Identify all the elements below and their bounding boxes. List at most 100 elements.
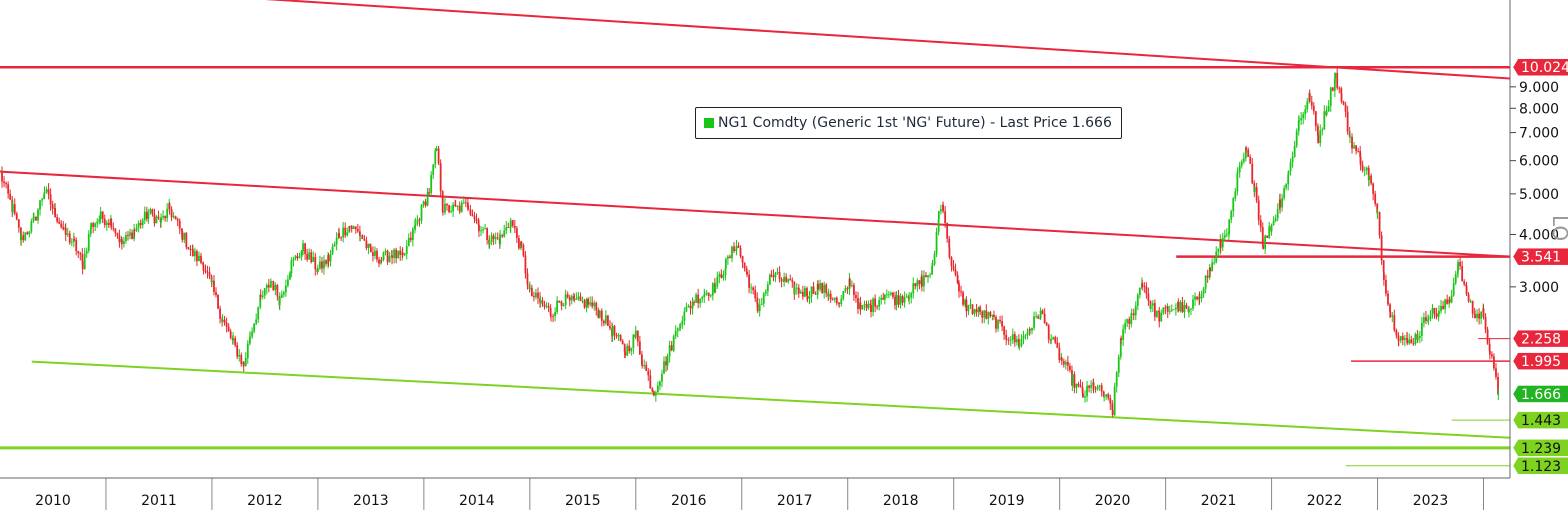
candle-body bbox=[883, 294, 886, 300]
candle-body bbox=[416, 219, 419, 224]
candle-body bbox=[89, 228, 92, 234]
candle-body bbox=[286, 279, 289, 286]
candle-body bbox=[772, 275, 775, 278]
candle-body bbox=[528, 287, 531, 290]
candle-body bbox=[58, 221, 61, 224]
candle-body bbox=[1105, 394, 1108, 397]
candle-body bbox=[939, 209, 942, 212]
candle-body bbox=[835, 297, 838, 304]
candle-body bbox=[437, 148, 440, 164]
candle-body bbox=[1285, 184, 1288, 189]
candle-body bbox=[752, 287, 755, 291]
candle-body bbox=[28, 231, 31, 234]
candle-body bbox=[372, 252, 374, 256]
candle-body bbox=[183, 232, 186, 240]
candle-body bbox=[954, 269, 957, 276]
candle-body bbox=[60, 223, 63, 227]
candle-body bbox=[524, 255, 527, 274]
candle-body bbox=[814, 293, 817, 295]
candle-body bbox=[806, 295, 809, 299]
candle-body bbox=[1346, 111, 1349, 132]
candle-body bbox=[1385, 279, 1387, 294]
candle-body bbox=[645, 365, 648, 371]
candle-body bbox=[1482, 308, 1485, 317]
candle-body bbox=[937, 219, 940, 233]
price-badge bbox=[1512, 385, 1568, 403]
candle-body bbox=[960, 291, 962, 293]
candle-body bbox=[1376, 212, 1379, 214]
candle-body bbox=[1003, 326, 1006, 335]
price-candles bbox=[0, 67, 1500, 418]
candle-body bbox=[296, 256, 299, 258]
candle-body bbox=[378, 259, 380, 264]
candle-body bbox=[157, 216, 160, 218]
candle-body bbox=[7, 184, 10, 194]
candle-body bbox=[1196, 296, 1198, 300]
candle-body bbox=[300, 250, 303, 257]
candle-body bbox=[127, 235, 129, 236]
candle-body bbox=[458, 205, 461, 212]
candle-body bbox=[638, 341, 641, 355]
candle-body bbox=[193, 251, 196, 257]
candle-body bbox=[1024, 335, 1027, 337]
candle-body bbox=[840, 298, 843, 304]
candle-body bbox=[181, 231, 184, 240]
candle-body bbox=[1056, 342, 1059, 348]
candle-body bbox=[1107, 394, 1110, 398]
candle-body bbox=[47, 189, 50, 195]
candle-body bbox=[354, 226, 357, 230]
candle-body bbox=[762, 293, 765, 304]
y-tick-label: 6.000 bbox=[1519, 154, 1559, 170]
candle-body bbox=[651, 388, 654, 392]
candle-body bbox=[1094, 388, 1097, 390]
candle-body bbox=[191, 249, 194, 257]
candle-body bbox=[448, 205, 450, 212]
price-badge-label: 1.123 bbox=[1521, 459, 1561, 475]
candle-body bbox=[1457, 261, 1459, 272]
candle-body bbox=[87, 233, 90, 251]
candle-body bbox=[35, 216, 37, 221]
candle-body bbox=[929, 274, 931, 276]
candle-body bbox=[598, 310, 601, 318]
candle-body bbox=[280, 294, 283, 299]
candle-body bbox=[937, 211, 940, 220]
candle-body bbox=[668, 345, 671, 357]
candle-body bbox=[30, 221, 33, 232]
candle-body bbox=[166, 208, 169, 219]
candle-body bbox=[1005, 338, 1008, 340]
candle-body bbox=[363, 239, 366, 241]
candle-body bbox=[501, 235, 504, 237]
candle-body bbox=[766, 284, 769, 292]
candle-body bbox=[185, 232, 188, 248]
candle-body bbox=[434, 150, 437, 165]
candle-body bbox=[170, 209, 173, 218]
candle-body bbox=[114, 228, 117, 233]
candle-body bbox=[522, 244, 525, 256]
candle-body bbox=[1029, 329, 1031, 331]
candle-body bbox=[342, 227, 345, 238]
candle-body bbox=[558, 300, 561, 303]
candle-body bbox=[1478, 313, 1481, 319]
candle-body bbox=[323, 260, 325, 269]
candle-body bbox=[346, 232, 349, 236]
candle-body bbox=[13, 204, 16, 214]
candle-body bbox=[1234, 191, 1237, 199]
candle-body bbox=[1435, 313, 1438, 317]
candle-body bbox=[1365, 167, 1368, 171]
candle-body bbox=[768, 275, 771, 285]
side-axis-label: LO bbox=[1548, 215, 1568, 241]
candle-body bbox=[462, 202, 465, 204]
candle-body bbox=[602, 320, 605, 324]
candle-body bbox=[1244, 147, 1247, 159]
candle-body bbox=[850, 285, 853, 287]
candle-body bbox=[621, 340, 624, 345]
price-badge bbox=[1512, 439, 1568, 457]
candle-body bbox=[1493, 356, 1495, 369]
candle-body bbox=[1276, 209, 1279, 219]
candle-body bbox=[1050, 339, 1053, 341]
candle-body bbox=[1342, 101, 1345, 105]
candle-body bbox=[101, 211, 104, 219]
candle-body bbox=[257, 307, 260, 320]
y-tick-label: 3.000 bbox=[1519, 280, 1559, 296]
